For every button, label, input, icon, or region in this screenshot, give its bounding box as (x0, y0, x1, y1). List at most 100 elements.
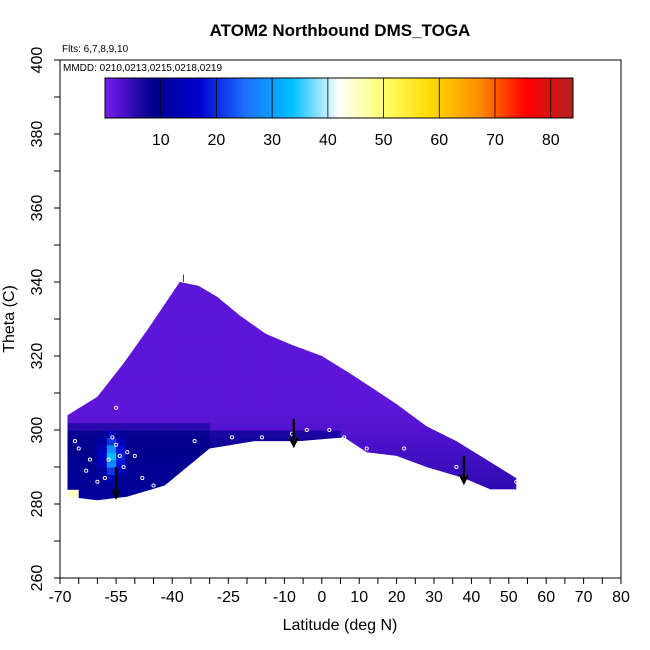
heatmap-cell (359, 467, 370, 475)
heatmap-cell (508, 400, 517, 409)
heatmap-cell (265, 363, 276, 372)
heatmap-cell (499, 422, 510, 431)
heatmap-cell (359, 481, 370, 490)
heatmap-cell (67, 378, 70, 387)
heatmap-cell (349, 444, 360, 453)
heatmap-cell (415, 333, 426, 342)
heatmap-cell (153, 356, 164, 364)
heatmap-cell (181, 407, 192, 416)
heatmap-cell (134, 385, 145, 394)
heatmap-cell (424, 481, 435, 490)
heatmap-cell (88, 437, 98, 446)
heatmap-cell (238, 504, 248, 512)
heatmap-cell (200, 356, 211, 364)
heatmap-cell (293, 282, 304, 283)
heatmap-cell (321, 385, 332, 394)
x-tick-label: -10 (273, 589, 296, 606)
heatmap-cell (88, 326, 98, 335)
heatmap-cell (125, 481, 136, 490)
heatmap-cell (266, 267, 276, 275)
heatmap-cell (190, 422, 201, 431)
heatmap-cell (125, 311, 136, 320)
heatmap-cell (321, 370, 332, 379)
heatmap-cell (424, 474, 435, 483)
heatmap-cell (247, 385, 257, 394)
heatmap-cell (368, 296, 379, 305)
heatmap-cell (247, 348, 257, 357)
heatmap-cell (368, 319, 379, 327)
heatmap-cell (368, 385, 379, 394)
heatmap-cell (387, 304, 398, 313)
heatmap-cell (200, 370, 211, 379)
heatmap-cell (396, 341, 407, 350)
heatmap-cell (78, 378, 89, 387)
heatmap-cell (509, 504, 519, 512)
heatmap-cell (331, 452, 342, 461)
heatmap-cell (228, 289, 239, 298)
heatmap-cell (237, 489, 248, 498)
heatmap-cell (275, 407, 285, 416)
heatmap-cell (405, 481, 416, 490)
heatmap-cell (490, 407, 500, 416)
heatmap-cell (480, 444, 491, 453)
heatmap-cell (144, 289, 155, 298)
heatmap-cell (518, 312, 528, 320)
heatmap-cell (340, 282, 351, 283)
heatmap-cell (237, 444, 248, 453)
heatmap-cell (508, 496, 517, 501)
heatmap-cell (209, 356, 220, 364)
heatmap-field (67, 260, 528, 512)
heatmap-cell (163, 504, 173, 512)
heatmap-cell (387, 378, 398, 387)
heatmap-cell (452, 289, 463, 298)
heatmap-cell (144, 260, 154, 268)
heatmap-cell (106, 363, 117, 372)
heatmap-cell (106, 422, 117, 431)
heatmap-cell (106, 407, 117, 416)
heatmap-cell (284, 333, 295, 342)
heatmap-cell (200, 459, 211, 468)
heatmap-cell (443, 504, 453, 512)
heatmap-cell (359, 393, 370, 401)
heatmap-cell (228, 333, 239, 342)
heatmap-cell (237, 393, 248, 401)
heatmap-cell (228, 452, 239, 461)
heatmap-cell (490, 378, 500, 387)
heatmap-cell (452, 437, 463, 446)
heatmap-cell (210, 504, 220, 512)
heatmap-cell (181, 422, 192, 431)
heatmap-cell (78, 363, 89, 372)
heatmap-cell (321, 333, 332, 342)
heatmap-cell (275, 385, 285, 394)
heatmap-cell (78, 393, 89, 401)
heatmap-cell (181, 393, 192, 401)
heatmap-cell (134, 459, 145, 468)
heatmap-cell (508, 333, 517, 342)
heatmap-cell (434, 474, 444, 483)
heatmap-cell (443, 260, 453, 268)
heatmap-cell (153, 319, 164, 327)
heatmap-cell (228, 385, 239, 394)
heatmap-cell (275, 467, 285, 475)
heatmap-cell (218, 474, 229, 483)
heatmap-cell (349, 333, 360, 342)
heatmap-cell (181, 348, 192, 357)
heatmap-cell (228, 415, 239, 424)
heatmap-cell (256, 333, 267, 342)
heatmap-cell (331, 296, 342, 305)
heatmap-cell (340, 430, 351, 438)
heatmap-cell (293, 452, 304, 461)
heatmap-cell (331, 267, 341, 275)
heatmap-cell (97, 437, 108, 446)
heatmap-cell (256, 481, 267, 490)
heatmap-cell (106, 496, 117, 501)
heatmap-cell (256, 504, 266, 512)
heatmap-cell (265, 282, 276, 290)
sample-point (121, 464, 126, 470)
heatmap-cell (200, 333, 211, 342)
heatmap-cell (518, 423, 528, 431)
heatmap-cell (153, 282, 164, 290)
heatmap-cell (368, 326, 379, 335)
heatmap-cell (424, 378, 435, 387)
heatmap-cell (247, 289, 257, 298)
